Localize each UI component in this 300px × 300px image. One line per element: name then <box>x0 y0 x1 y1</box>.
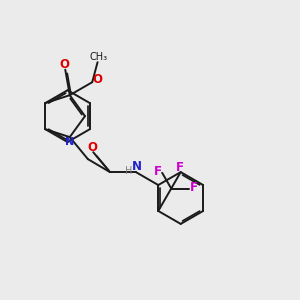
Text: N: N <box>131 160 141 173</box>
Text: N: N <box>65 137 74 147</box>
Text: F: F <box>153 165 161 178</box>
Text: CH₃: CH₃ <box>90 52 108 62</box>
Text: H: H <box>125 166 132 176</box>
Text: F: F <box>190 181 198 194</box>
Text: O: O <box>60 58 70 71</box>
Text: O: O <box>88 141 98 154</box>
Text: O: O <box>92 74 103 86</box>
Text: F: F <box>176 161 184 174</box>
